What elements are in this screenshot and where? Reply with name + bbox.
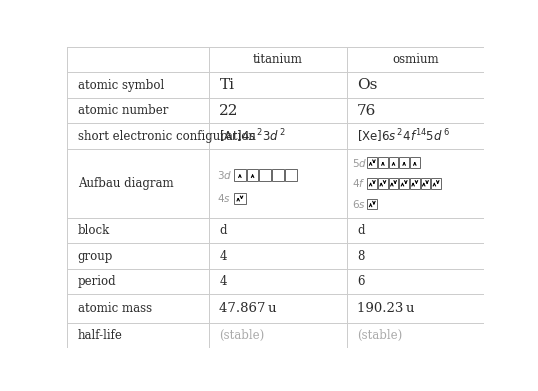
Text: Aufbau diagram: Aufbau diagram — [77, 177, 173, 190]
Bar — [378, 178, 388, 189]
Text: block: block — [77, 224, 110, 237]
Text: 22: 22 — [220, 104, 239, 118]
Text: d: d — [357, 224, 365, 237]
Text: (stable): (stable) — [220, 329, 265, 342]
Bar — [389, 178, 398, 189]
Bar — [410, 178, 420, 189]
Bar — [399, 178, 409, 189]
Text: $[\mathrm{Ar}]4s^{\,2}3d^{\,2}$: $[\mathrm{Ar}]4s^{\,2}3d^{\,2}$ — [220, 127, 286, 145]
Text: half-life: half-life — [77, 329, 123, 342]
Text: 190.23 u: 190.23 u — [357, 302, 415, 315]
Text: d: d — [220, 224, 227, 237]
Bar — [410, 157, 420, 168]
Bar — [399, 157, 409, 168]
Text: (stable): (stable) — [357, 329, 402, 342]
Bar — [272, 169, 284, 181]
Text: Os: Os — [357, 78, 377, 92]
Text: 4: 4 — [220, 275, 227, 288]
Text: period: period — [77, 275, 116, 288]
Text: short electronic configuration: short electronic configuration — [77, 129, 256, 143]
Text: 6: 6 — [357, 275, 365, 288]
Bar — [421, 178, 430, 189]
Text: $[\mathrm{Xe}]6s^{\,2}4f^{14}5d^{\,6}$: $[\mathrm{Xe}]6s^{\,2}4f^{14}5d^{\,6}$ — [357, 127, 450, 145]
Text: $6s$: $6s$ — [352, 198, 365, 210]
Text: 47.867 u: 47.867 u — [220, 302, 277, 315]
Bar — [234, 193, 246, 204]
Text: 4: 4 — [220, 249, 227, 262]
Text: atomic number: atomic number — [77, 104, 168, 117]
Text: atomic symbol: atomic symbol — [77, 79, 164, 91]
Text: $4f$: $4f$ — [352, 177, 365, 189]
Text: 8: 8 — [357, 249, 364, 262]
Bar — [378, 157, 388, 168]
Text: $5d$: $5d$ — [352, 157, 367, 169]
Bar — [367, 178, 377, 189]
Text: titanium: titanium — [253, 53, 303, 66]
Bar — [259, 169, 271, 181]
Bar — [389, 157, 398, 168]
Text: group: group — [77, 249, 113, 262]
Bar — [285, 169, 296, 181]
Text: Ti: Ti — [220, 78, 235, 92]
Bar — [367, 157, 377, 168]
Text: atomic mass: atomic mass — [77, 302, 152, 315]
Bar — [367, 199, 377, 210]
Text: $4s$: $4s$ — [216, 192, 230, 204]
Bar — [431, 178, 441, 189]
Bar — [247, 169, 258, 181]
Bar — [234, 169, 246, 181]
Text: osmium: osmium — [392, 53, 438, 66]
Text: 76: 76 — [357, 104, 377, 118]
Text: $3d$: $3d$ — [216, 169, 232, 181]
